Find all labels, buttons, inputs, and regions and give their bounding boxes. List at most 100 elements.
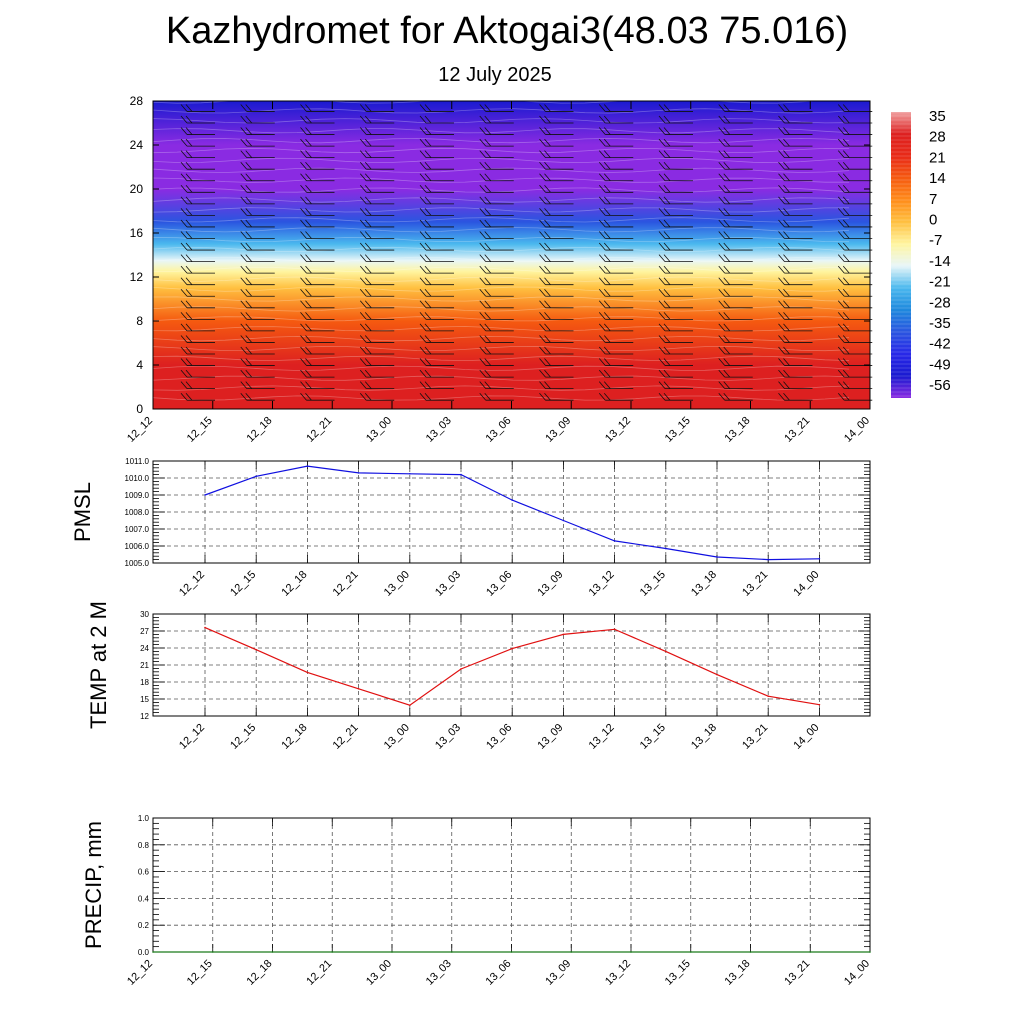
data-point bbox=[357, 472, 360, 474]
data-point bbox=[204, 626, 206, 629]
wind-barb bbox=[539, 335, 574, 343]
wind-barb bbox=[300, 219, 335, 228]
wind-barb bbox=[539, 231, 574, 239]
wind-barb bbox=[658, 312, 693, 320]
wind-barb bbox=[419, 219, 454, 228]
data-point bbox=[204, 494, 206, 496]
wind-barb bbox=[718, 115, 753, 124]
x-tick-label: 13_12 bbox=[587, 722, 617, 752]
contour-line bbox=[152, 266, 850, 272]
wind-barb bbox=[419, 312, 454, 320]
wind-barb bbox=[778, 392, 813, 401]
wind-barb bbox=[359, 346, 395, 355]
data-point bbox=[665, 650, 667, 653]
wind-barb bbox=[479, 104, 514, 112]
wind-barb bbox=[658, 219, 693, 228]
data-point bbox=[511, 647, 513, 650]
data-point bbox=[306, 671, 309, 674]
wind-barb bbox=[479, 127, 514, 135]
wind-barb bbox=[837, 208, 873, 216]
colorbar-label: -35 bbox=[929, 315, 951, 332]
wind-barb bbox=[479, 161, 514, 170]
wind-barb bbox=[359, 161, 395, 170]
colorbar-label: 0 bbox=[929, 212, 937, 229]
wind-barb bbox=[300, 254, 335, 263]
x-tick-label: 12_18 bbox=[245, 958, 275, 988]
wind-barb bbox=[359, 185, 395, 193]
x-tick-label: 13_03 bbox=[433, 569, 463, 599]
x-tick-label: 12_21 bbox=[304, 415, 334, 445]
wind-barb bbox=[837, 392, 873, 401]
wind-barb bbox=[539, 381, 574, 390]
wind-barb bbox=[837, 288, 873, 297]
data-point bbox=[869, 951, 871, 953]
wind-barb bbox=[180, 369, 215, 378]
contour-line bbox=[152, 157, 850, 164]
wind-barb bbox=[718, 323, 753, 332]
wind-barb bbox=[479, 358, 514, 366]
wind-barb bbox=[300, 369, 335, 378]
wind-barb bbox=[598, 196, 634, 205]
wind-barb bbox=[240, 254, 275, 263]
wind-barb bbox=[359, 369, 395, 378]
wind-barb bbox=[180, 358, 215, 366]
wind-barb bbox=[837, 277, 873, 286]
wind-barb bbox=[419, 358, 454, 366]
wind-barb bbox=[539, 104, 574, 112]
wind-barb bbox=[359, 242, 395, 251]
wind-barb bbox=[479, 392, 514, 401]
wind-barb bbox=[598, 392, 634, 401]
wind-barb bbox=[658, 185, 693, 193]
x-tick-label: 13_00 bbox=[382, 569, 412, 599]
wind-barb bbox=[180, 288, 215, 297]
wind-barb bbox=[539, 277, 574, 286]
wind-barb bbox=[598, 115, 634, 124]
colorbar-label: 7 bbox=[929, 191, 937, 208]
wind-barb bbox=[359, 392, 395, 401]
heatmap-field bbox=[153, 101, 870, 409]
wind-barb bbox=[240, 127, 275, 135]
wind-barb bbox=[359, 115, 395, 124]
wind-barb bbox=[778, 185, 813, 193]
wind-barb bbox=[658, 173, 693, 182]
wind-barb bbox=[658, 161, 693, 170]
chart-subtitle: 12 July 2025 bbox=[438, 64, 552, 86]
wind-barb bbox=[419, 335, 454, 343]
wind-barb bbox=[240, 161, 275, 170]
wind-barb bbox=[658, 138, 693, 147]
wind-barb bbox=[718, 242, 753, 251]
x-tick-label: 12_15 bbox=[185, 415, 215, 445]
wind-barb bbox=[539, 185, 574, 193]
contour-line bbox=[152, 306, 850, 312]
wind-barb bbox=[300, 127, 335, 135]
wind-barb bbox=[300, 346, 335, 355]
wind-barb bbox=[180, 196, 215, 205]
wind-barb bbox=[598, 161, 634, 170]
wind-barb bbox=[718, 254, 753, 263]
y-tick-label: 12 bbox=[130, 270, 144, 284]
wind-barb bbox=[718, 173, 753, 182]
wind-barb bbox=[598, 254, 634, 263]
wind-barb bbox=[718, 185, 753, 193]
data-point bbox=[818, 557, 821, 560]
data-point bbox=[460, 668, 462, 670]
wind-barb bbox=[180, 300, 215, 309]
wind-barb bbox=[419, 369, 454, 378]
wind-barb bbox=[479, 242, 514, 251]
colorbar-label: 35 bbox=[929, 108, 946, 125]
wind-barb bbox=[419, 254, 454, 263]
contour-line bbox=[152, 207, 850, 213]
y-tick-label: 12 bbox=[140, 712, 149, 721]
wind-barb bbox=[419, 300, 454, 309]
wind-barb bbox=[180, 231, 215, 239]
wind-barb bbox=[419, 150, 454, 159]
y-tick-label: 1.0 bbox=[138, 814, 150, 823]
wind-barb bbox=[479, 231, 514, 239]
wind-barb bbox=[240, 173, 275, 182]
wind-barb bbox=[419, 127, 454, 135]
wind-barb bbox=[359, 196, 395, 205]
wind-barb bbox=[658, 358, 693, 366]
wind-barb bbox=[837, 161, 873, 170]
wind-barb bbox=[240, 300, 275, 309]
